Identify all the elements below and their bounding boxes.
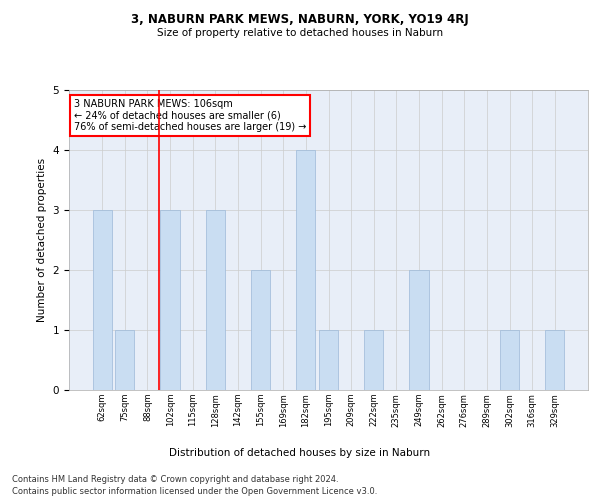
Y-axis label: Number of detached properties: Number of detached properties [37, 158, 47, 322]
Bar [160, 210, 180, 390]
Text: Contains public sector information licensed under the Open Government Licence v3: Contains public sector information licen… [12, 488, 377, 496]
Text: 3, NABURN PARK MEWS, NABURN, YORK, YO19 4RJ: 3, NABURN PARK MEWS, NABURN, YORK, YO19 … [131, 12, 469, 26]
Text: 3 NABURN PARK MEWS: 106sqm
← 24% of detached houses are smaller (6)
76% of semi-: 3 NABURN PARK MEWS: 106sqm ← 24% of deta… [74, 99, 307, 132]
Bar [296, 150, 316, 390]
Bar [92, 210, 112, 390]
Text: Contains HM Land Registry data © Crown copyright and database right 2024.: Contains HM Land Registry data © Crown c… [12, 475, 338, 484]
Bar [115, 330, 134, 390]
Bar [409, 270, 428, 390]
Bar [206, 210, 225, 390]
Text: Size of property relative to detached houses in Naburn: Size of property relative to detached ho… [157, 28, 443, 38]
Bar [364, 330, 383, 390]
Text: Distribution of detached houses by size in Naburn: Distribution of detached houses by size … [169, 448, 431, 458]
Bar [545, 330, 565, 390]
Bar [251, 270, 270, 390]
Bar [319, 330, 338, 390]
Bar [500, 330, 519, 390]
